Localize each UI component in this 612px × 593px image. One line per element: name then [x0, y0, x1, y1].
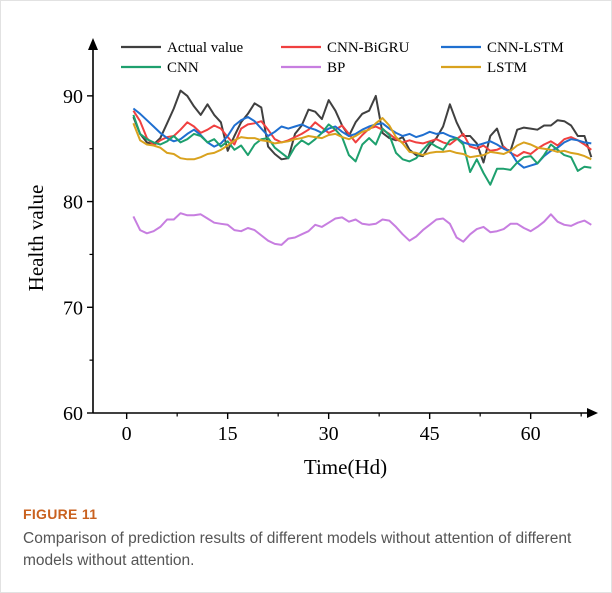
series-line-cnn-bigru: [132, 110, 592, 158]
x-axis-title: Time(Hd): [304, 455, 387, 479]
x-tick-label: 45: [420, 423, 440, 445]
figure-caption: Comparison of prediction results of diff…: [23, 530, 572, 569]
legend-label-cnn-bigru: CNN-BiGRU: [327, 40, 410, 56]
series-line-cnn: [132, 114, 592, 186]
line-chart: Actual value CNN-BiGRU CNN-LSTM CNN BP LSTM 0…: [24, 38, 598, 479]
legend-label-bp: BP: [327, 60, 345, 76]
y-tick-label: 80: [63, 192, 83, 214]
y-tick-label: 90: [63, 86, 83, 108]
y-axis-arrow-icon: [88, 38, 98, 50]
x-tick-label: 30: [319, 423, 339, 445]
x-tick-label: 15: [218, 423, 238, 445]
chart-axes: 0 15 30 45 60 60 70 80 90: [63, 38, 598, 445]
legend-label-actual-value: Actual value: [167, 40, 244, 56]
series-line-lstm: [132, 117, 592, 161]
legend-label-lstm: LSTM: [487, 60, 527, 76]
chart-legend: Actual value CNN-BiGRU CNN-LSTM CNN BP LSTM: [121, 40, 564, 76]
y-tick-label: 70: [63, 297, 83, 319]
x-tick-label: 60: [521, 423, 541, 445]
series-line-bp: [132, 212, 592, 246]
y-axis-title: Health value: [24, 185, 48, 292]
series-layer: [132, 89, 593, 246]
x-axis-arrow-icon: [587, 408, 598, 418]
legend-label-cnn: CNN: [167, 60, 199, 76]
series-line-cnn-lstm: [132, 107, 592, 169]
y-tick-label: 60: [63, 403, 83, 425]
figure-label: FIGURE 11: [23, 506, 98, 522]
x-tick-label: 0: [122, 423, 132, 445]
legend-label-cnn-lstm: CNN-LSTM: [487, 40, 564, 56]
series-line-actual-value: [132, 89, 593, 164]
